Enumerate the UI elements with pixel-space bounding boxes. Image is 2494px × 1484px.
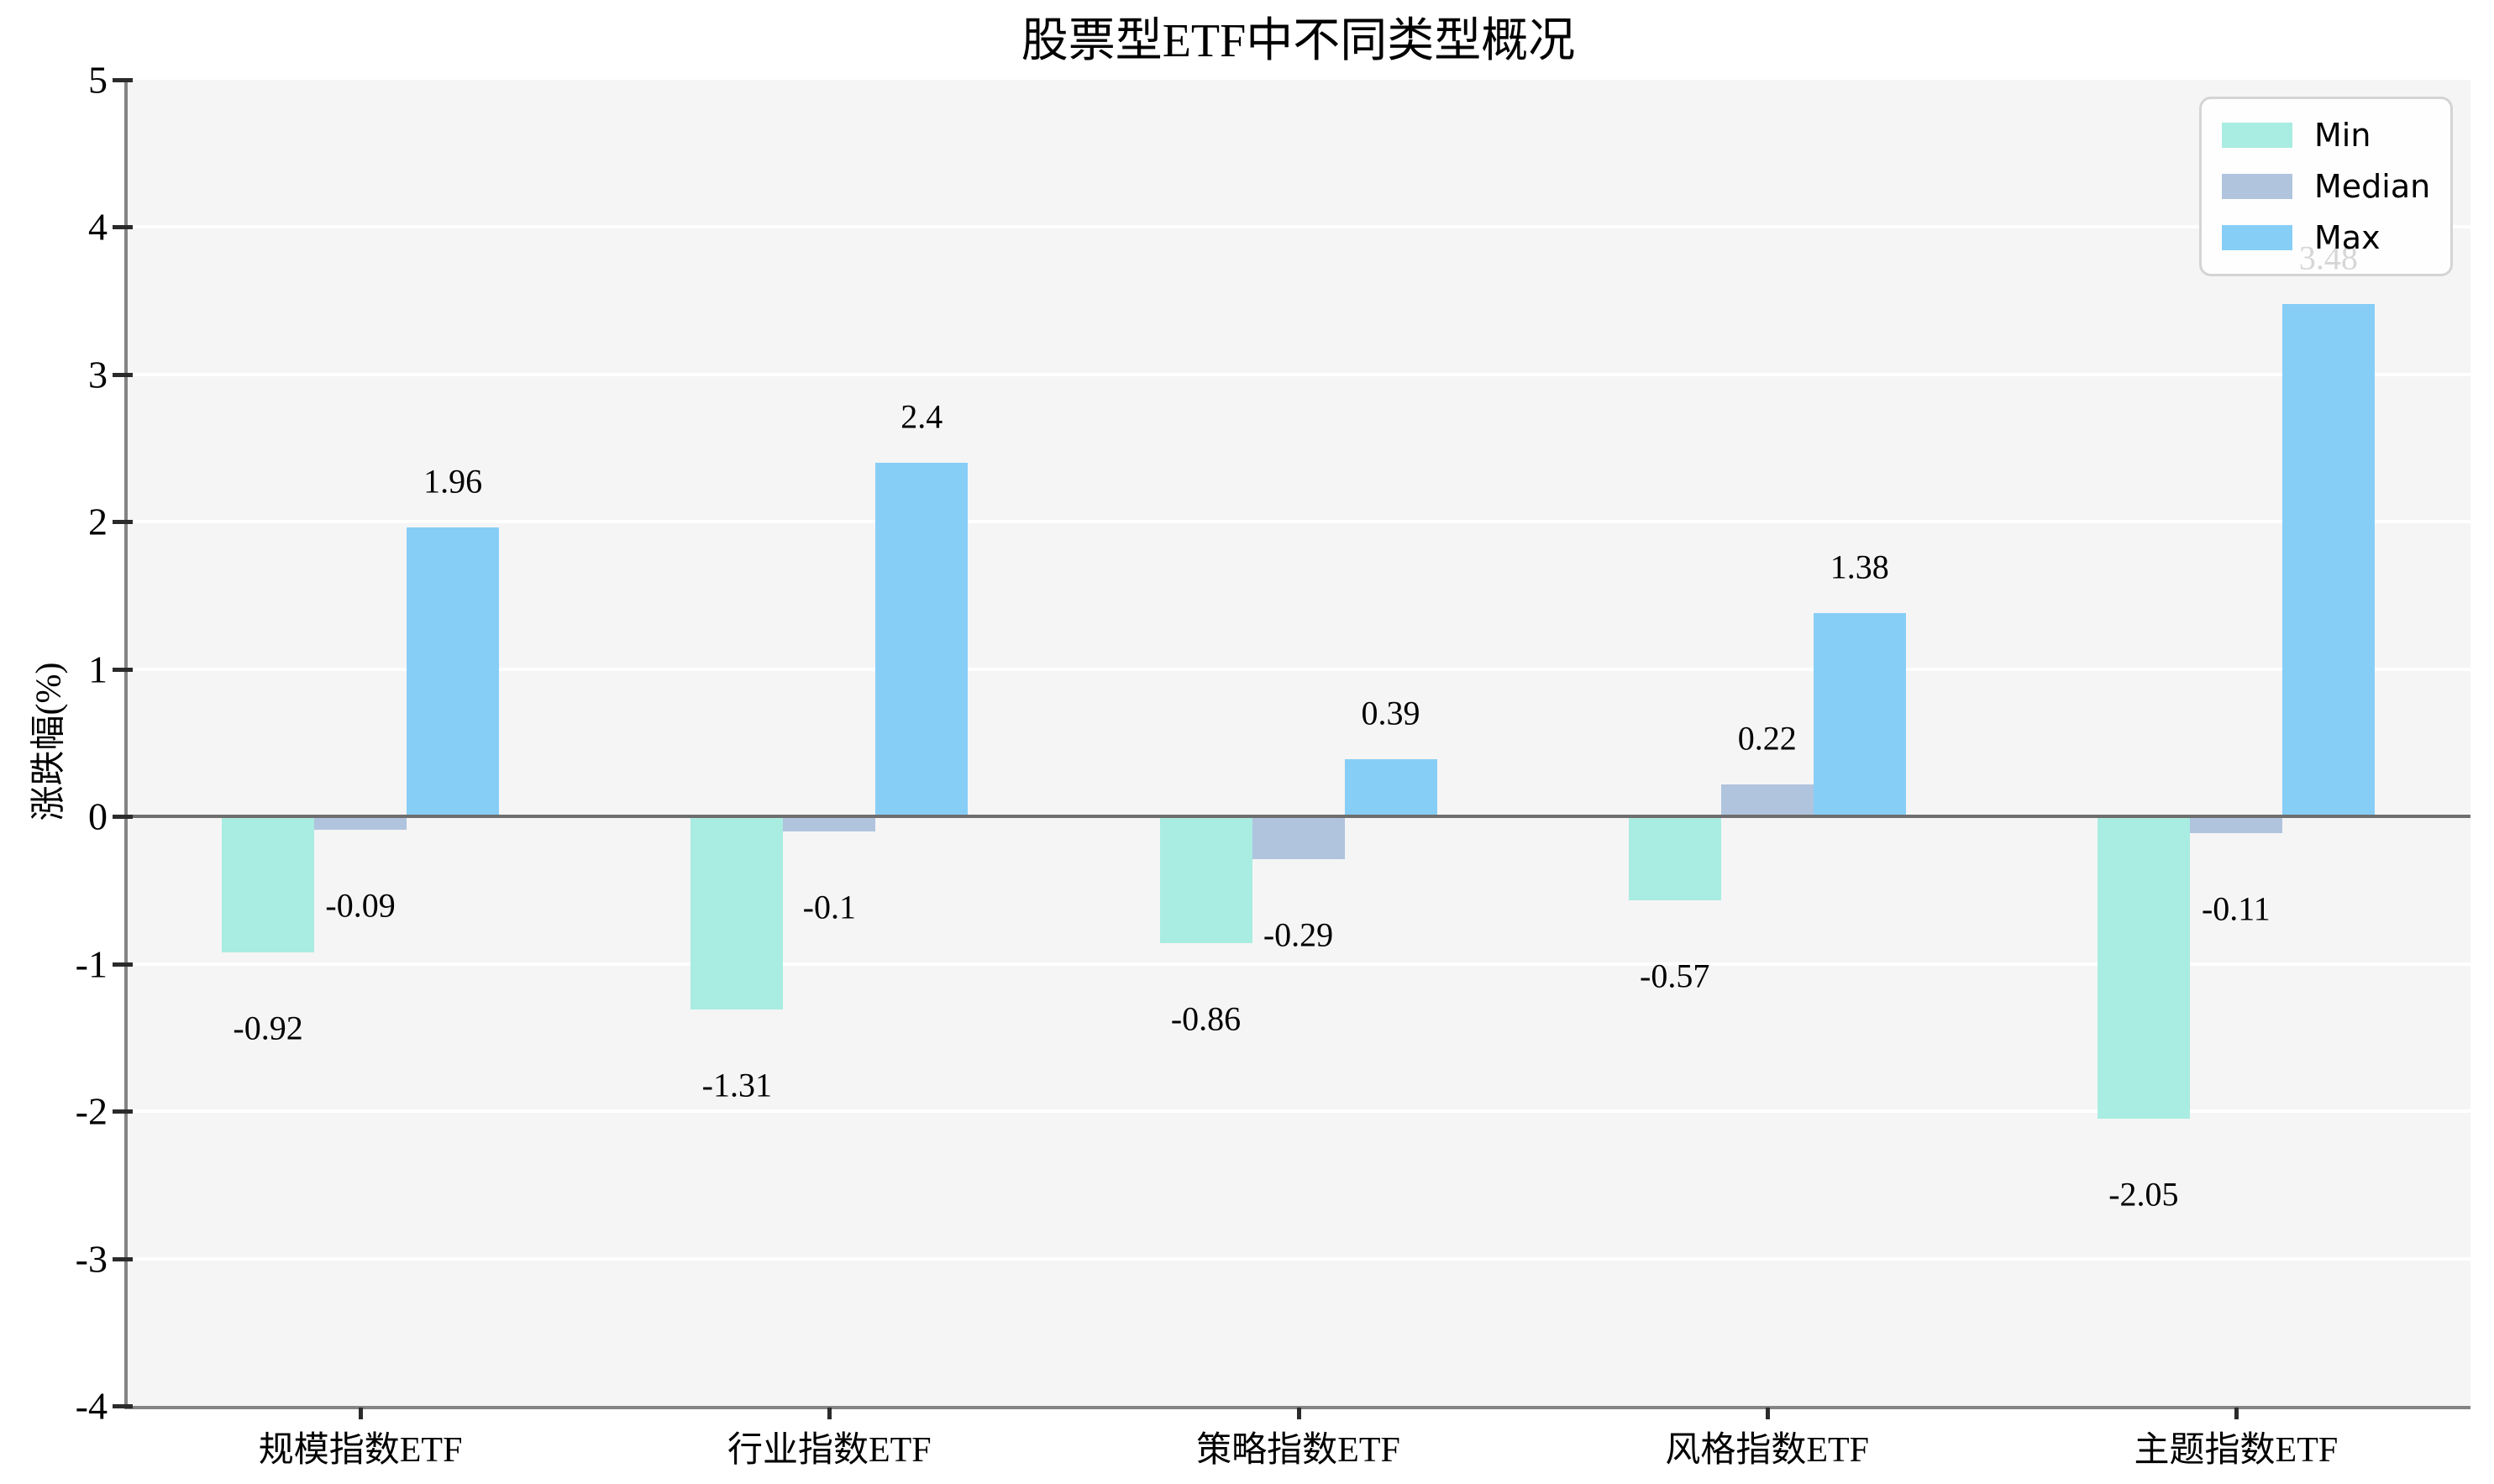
legend-item-min: Min: [2222, 116, 2430, 155]
bar-value-label: -0.11: [2201, 889, 2271, 928]
x-tick-label: 行业指数ETF: [727, 1431, 932, 1470]
legend-item-max: Max: [2222, 218, 2430, 257]
x-tick-mark: [1765, 1408, 1770, 1419]
legend-item-median: Median: [2222, 167, 2430, 206]
y-tick-label: 0: [88, 794, 108, 838]
bar-value-label: -0.57: [1640, 957, 1710, 995]
bar-value-label: 1.96: [423, 462, 483, 501]
y-tick-label: -4: [75, 1384, 108, 1428]
bar-median-1: [314, 816, 407, 830]
y-tick-label: 5: [88, 58, 108, 102]
legend-label: Min: [2314, 117, 2371, 154]
y-tick-mark: [113, 1404, 133, 1408]
gridline-y2: [126, 520, 2470, 524]
bar-max-3: [1344, 758, 1437, 817]
bar-value-label: -2.05: [2108, 1175, 2179, 1214]
bar-median-4: [1720, 784, 1814, 817]
bar-max-2: [875, 463, 969, 817]
y-tick-mark: [113, 372, 133, 377]
bar-value-label: 0.22: [1737, 719, 1797, 758]
x-tick-mark: [1296, 1408, 1301, 1419]
legend-label: Max: [2314, 219, 2381, 256]
bar-value-label: 1.38: [1830, 548, 1889, 586]
y-tick-label: -2: [75, 1089, 108, 1133]
y-tick-mark: [113, 667, 133, 672]
y-tick-mark: [113, 225, 133, 230]
legend: Min Median Max: [2199, 97, 2453, 276]
y-tick-label: 3: [88, 353, 108, 396]
legend-swatch-median: [2222, 174, 2292, 199]
bar-min-4: [1628, 816, 1721, 901]
x-tick-mark: [359, 1408, 364, 1419]
y-tick-label: 2: [88, 500, 108, 543]
y-tick-label: -3: [75, 1237, 108, 1281]
plot-area: [126, 80, 2470, 1406]
legend-swatch-max: [2222, 225, 2292, 250]
bar-value-label: -0.09: [325, 886, 396, 925]
y-axis-spine: [124, 80, 128, 1409]
y-tick-mark: [113, 962, 133, 967]
gridline-y4: [126, 225, 2470, 229]
gridline-y-2: [126, 1109, 2470, 1114]
bar-min-2: [690, 816, 784, 1010]
gridline-y-1: [126, 962, 2470, 966]
bar-max-4: [1813, 613, 1906, 817]
y-tick-label: -1: [75, 942, 108, 986]
bar-median-3: [1252, 816, 1345, 860]
bar-min-5: [2097, 816, 2190, 1119]
bar-min-1: [222, 816, 315, 952]
bar-value-label: -0.92: [233, 1009, 303, 1047]
bar-median-5: [2189, 816, 2282, 833]
bar-value-label: -0.29: [1263, 915, 1334, 954]
y-tick-label: 4: [88, 205, 108, 249]
y-tick-mark: [113, 78, 133, 82]
bar-median-2: [783, 816, 876, 831]
legend-swatch-min: [2222, 123, 2292, 148]
x-tick-mark: [827, 1408, 832, 1419]
y-tick-mark: [113, 1109, 133, 1114]
x-tick-label: 风格指数ETF: [1665, 1431, 1870, 1470]
bar-value-label: 2.4: [900, 397, 943, 436]
gridline-y1: [126, 667, 2470, 671]
bar-value-label: 0.39: [1361, 694, 1420, 732]
y-tick-label: 1: [88, 648, 108, 691]
legend-label: Median: [2314, 168, 2431, 205]
bar-value-label: -0.86: [1170, 999, 1242, 1038]
x-tick-label: 策略指数ETF: [1196, 1431, 1400, 1470]
bar-value-label: -0.1: [802, 888, 856, 926]
chart-title: 股票型ETF中不同类型概况: [1021, 15, 1576, 67]
x-tick-label: 主题指数ETF: [2134, 1431, 2339, 1470]
zero-line: [124, 815, 2470, 819]
x-tick-label: 规模指数ETF: [258, 1431, 463, 1470]
bar-max-5: [2281, 303, 2375, 817]
y-tick-mark: [113, 815, 133, 820]
gridline-y-3: [126, 1256, 2470, 1261]
bar-value-label: -1.31: [701, 1066, 772, 1104]
bar-min-3: [1159, 816, 1252, 944]
gridline-y3: [126, 372, 2470, 376]
y-tick-mark: [113, 1256, 133, 1261]
x-tick-mark: [2234, 1408, 2239, 1419]
y-tick-mark: [113, 520, 133, 525]
bar-max-1: [407, 527, 500, 817]
